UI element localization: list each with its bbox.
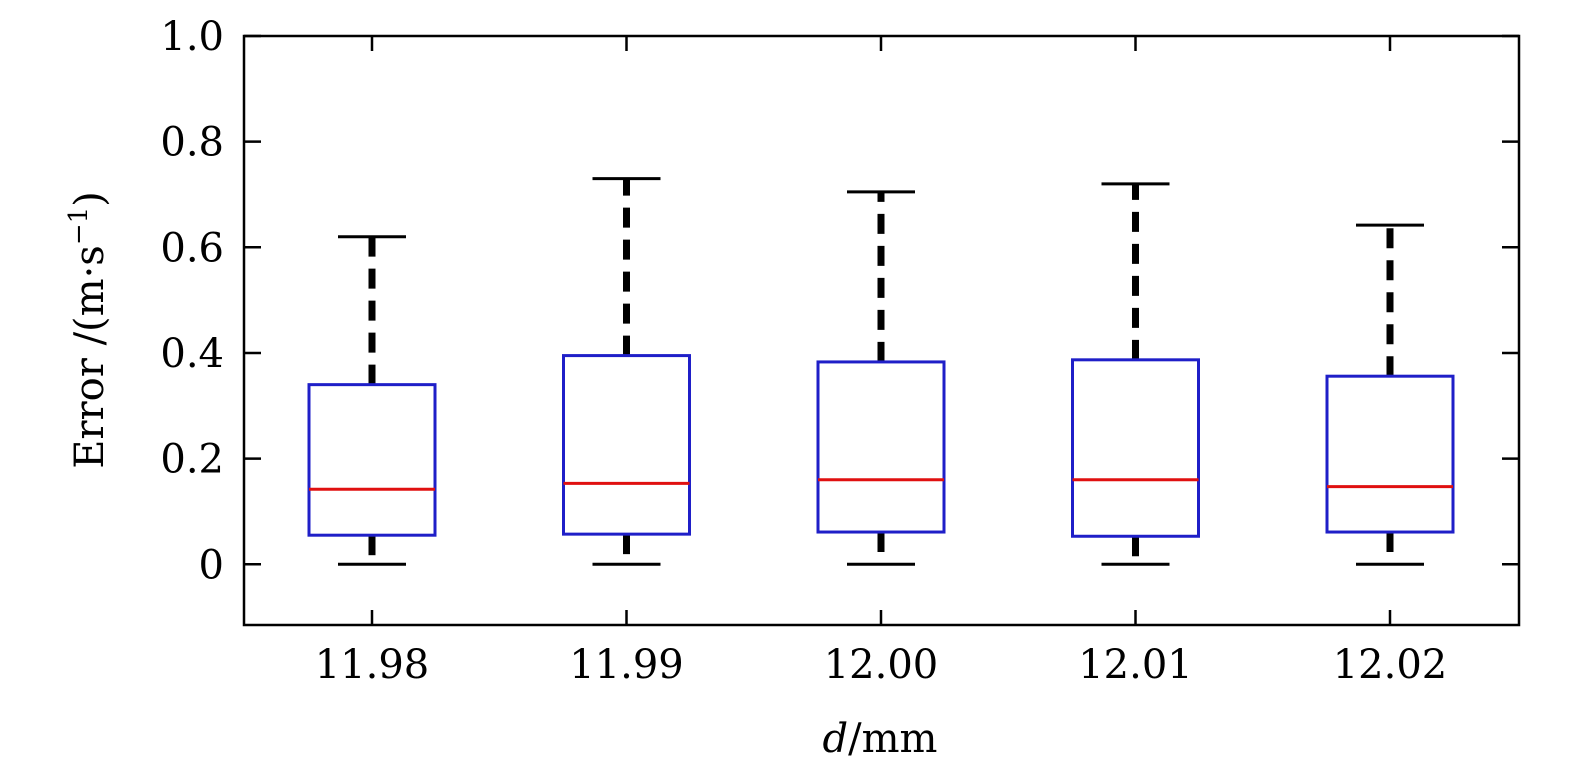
y-tick-label: 0 xyxy=(199,542,224,588)
x-axis-unit: /mm xyxy=(848,716,937,762)
x-axis-title: d/mm xyxy=(823,716,938,762)
y-axis: 0 0.2 0.4 0.6 0.8 1.0 xyxy=(160,14,1519,588)
y-tick-label: 0.8 xyxy=(160,120,224,166)
box-12.02 xyxy=(1325,223,1455,566)
box-12.00 xyxy=(816,190,946,566)
x-tick-label: 12.01 xyxy=(1078,642,1193,688)
box-body xyxy=(1071,358,1200,538)
box-11.98 xyxy=(307,235,437,566)
x-tick-label: 11.98 xyxy=(315,642,430,688)
chart-marks xyxy=(307,177,1455,566)
y-tick-label: 0.6 xyxy=(160,225,224,271)
x-axis-variable: d xyxy=(823,716,849,762)
y-axis-title-exponent: −1 xyxy=(64,207,94,245)
x-tick-label: 12.00 xyxy=(824,642,939,688)
box-body xyxy=(562,354,691,536)
y-tick-label: 0.4 xyxy=(160,331,224,377)
y-axis-title-suffix: ) xyxy=(67,191,113,207)
y-axis-title: Error /(m·s−1) xyxy=(64,191,113,469)
box-body xyxy=(816,360,946,534)
box-11.99 xyxy=(562,177,691,566)
y-axis-title-prefix: Error /(m·s xyxy=(67,245,113,469)
x-tick-label: 11.99 xyxy=(569,642,684,688)
y-tick-label: 1.0 xyxy=(160,14,224,60)
y-tick-label: 0.2 xyxy=(160,437,224,483)
box-body xyxy=(1325,374,1455,534)
box-12.01 xyxy=(1071,182,1200,566)
x-tick-label: 12.02 xyxy=(1333,642,1448,688)
x-axis: 11.98 11.99 12.00 12.01 12.02 xyxy=(315,36,1448,688)
box-body xyxy=(307,383,437,537)
